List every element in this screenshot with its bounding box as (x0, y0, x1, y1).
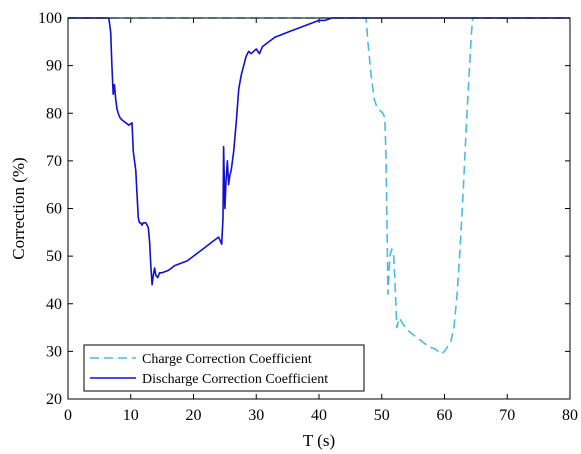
x-tick-label: 20 (186, 407, 202, 424)
x-axis-ticks: 0 10 20 30 40 50 60 70 80 (64, 18, 578, 424)
y-tick-label: 50 (46, 248, 62, 265)
y-axis-ticks: 20 30 40 50 60 70 80 90 100 (38, 10, 570, 408)
legend-box (83, 344, 365, 392)
y-axis-label: Correction (%) (9, 157, 28, 259)
series-layer (68, 17, 570, 355)
series-line-charge (68, 17, 570, 355)
y-tick-label: 40 (46, 296, 62, 313)
legend-label-discharge: Discharge Correction Coefficient (142, 372, 328, 387)
x-tick-label: 0 (64, 407, 72, 424)
x-tick-label: 70 (499, 407, 515, 424)
x-tick-label: 60 (437, 407, 453, 424)
y-tick-label: 80 (46, 105, 62, 122)
y-tick-label: 30 (46, 343, 62, 360)
x-tick-label: 50 (374, 407, 390, 424)
x-tick-label: 80 (562, 407, 578, 424)
y-tick-label: 60 (46, 201, 62, 218)
x-axis-label: T (s) (303, 431, 335, 450)
x-tick-label: 10 (123, 407, 139, 424)
x-tick-label: 40 (311, 407, 327, 424)
series-line-discharge (68, 17, 570, 286)
x-tick-label: 30 (248, 407, 264, 424)
plot-area-frame (67, 17, 571, 400)
y-tick-label: 70 (46, 153, 62, 170)
legend: Charge Correction Coefficient Discharge … (83, 344, 365, 392)
y-tick-label: 100 (38, 10, 62, 27)
legend-label-charge: Charge Correction Coefficient (142, 352, 312, 367)
y-tick-label: 90 (46, 58, 62, 75)
y-tick-label: 20 (46, 391, 62, 408)
